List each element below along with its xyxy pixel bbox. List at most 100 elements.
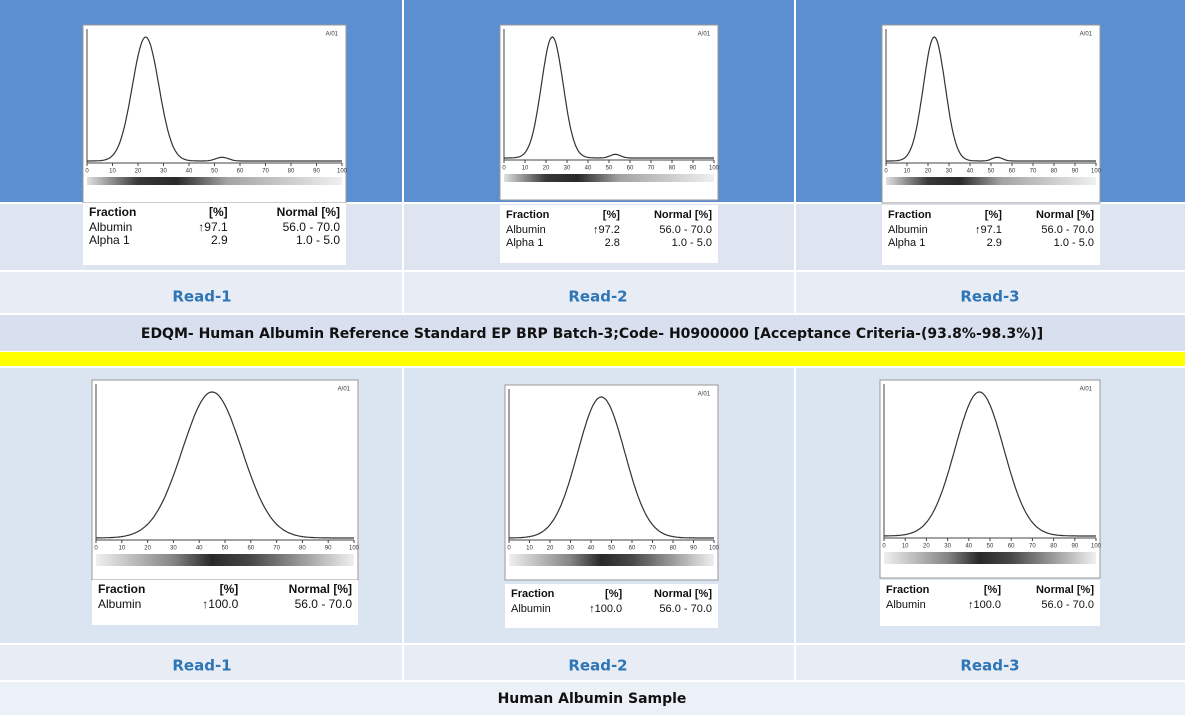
tick-label: 30 [564, 166, 571, 172]
table-cell: 56.0 - 70.0 [1041, 599, 1094, 611]
tick-label: 50 [608, 546, 615, 552]
tick-label: 80 [669, 166, 676, 172]
tick-label: 60 [627, 166, 634, 172]
gel-band [96, 554, 354, 566]
table-cell: ↑100.0 [202, 597, 238, 611]
tick-label: 90 [690, 166, 697, 172]
read-label: Read-3 [960, 288, 1019, 306]
tick-label: 40 [585, 166, 592, 172]
tick-label: 40 [967, 169, 974, 175]
tick-label: 30 [170, 546, 177, 552]
tick-label: 30 [946, 169, 953, 175]
tick-label: 20 [144, 546, 151, 552]
tick-label: 60 [1009, 169, 1016, 175]
panel-tag: A/01 [698, 32, 711, 38]
read-label: Read-2 [568, 657, 627, 675]
tick-label: 80 [670, 546, 677, 552]
table-cell: Albumin [89, 220, 132, 234]
tick-label: 30 [160, 169, 167, 175]
tick-label: 60 [629, 546, 636, 552]
table-cell: 2.9 [987, 237, 1002, 249]
table-header: Fraction [888, 209, 932, 221]
separator [0, 352, 1185, 366]
tick-label: 70 [1029, 544, 1036, 550]
table-header: Fraction [98, 582, 145, 596]
table-cell: 1.0 - 5.0 [672, 237, 712, 249]
table-header: Normal [%] [1036, 209, 1094, 221]
tick-label: 20 [925, 169, 932, 175]
scan-image [882, 25, 1100, 203]
tick-label: 60 [237, 169, 244, 175]
table-cell: Alpha 1 [506, 237, 543, 249]
table-header: Fraction [886, 584, 930, 596]
table-cell: ↑100.0 [968, 599, 1001, 611]
tick-label: 90 [690, 546, 697, 552]
table-cell: 1.0 - 5.0 [296, 233, 340, 247]
table-cell: ↑97.1 [975, 224, 1002, 236]
tick-label: 10 [118, 546, 125, 552]
table-cell: 56.0 - 70.0 [295, 597, 353, 611]
table-cell: ↑97.2 [593, 224, 620, 236]
tick-label: 50 [606, 166, 613, 172]
table-header: [%] [605, 588, 622, 600]
tick-label: 80 [288, 169, 295, 175]
table-header: [%] [985, 209, 1002, 221]
tick-label: 20 [923, 544, 930, 550]
table-header: Normal [%] [654, 209, 712, 221]
tick-label: 50 [211, 169, 218, 175]
table-header: Normal [%] [1036, 584, 1094, 596]
table-cell: ↑100.0 [589, 603, 622, 615]
tick-label: 100 [337, 169, 348, 175]
tick-label: 70 [262, 169, 269, 175]
tick-label: 90 [325, 546, 332, 552]
tick-label: 80 [1051, 169, 1058, 175]
gel-band [886, 177, 1096, 185]
table-header: [%] [220, 582, 239, 596]
table-cell: 56.0 - 70.0 [659, 603, 712, 615]
panel-tag: A/01 [698, 392, 711, 398]
tick-label: 100 [709, 166, 720, 172]
tick-label: 50 [222, 546, 229, 552]
read-label: Read-1 [172, 288, 231, 306]
caption: Human Albumin Sample [498, 691, 687, 707]
table-cell: Albumin [888, 224, 928, 236]
table-header: Normal [%] [289, 582, 352, 596]
scan-image [83, 25, 346, 203]
tick-label: 10 [902, 544, 909, 550]
table-cell: Albumin [506, 224, 546, 236]
panel-tag: A/01 [326, 32, 339, 38]
tick-label: 50 [987, 544, 994, 550]
tick-label: 10 [109, 169, 116, 175]
table-cell: Albumin [98, 597, 141, 611]
tick-label: 90 [1072, 169, 1079, 175]
table-header: [%] [984, 584, 1001, 596]
table-cell: 56.0 - 70.0 [283, 220, 341, 234]
table-cell: 56.0 - 70.0 [659, 224, 712, 236]
tick-label: 100 [709, 546, 720, 552]
gel-band [504, 174, 714, 182]
tick-label: 70 [273, 546, 280, 552]
table-header: Fraction [511, 588, 555, 600]
table-header: Fraction [506, 209, 550, 221]
table-cell: 2.8 [605, 237, 620, 249]
tick-label: 60 [247, 546, 254, 552]
table-header: [%] [603, 209, 620, 221]
panel-tag: A/01 [338, 387, 351, 393]
table-cell: Albumin [511, 603, 551, 615]
tick-label: 90 [313, 169, 320, 175]
tick-label: 30 [944, 544, 951, 550]
table-cell: 56.0 - 70.0 [1041, 224, 1094, 236]
table-cell: Albumin [886, 599, 926, 611]
table-cell: Alpha 1 [89, 233, 130, 247]
tick-label: 70 [1030, 169, 1037, 175]
caption: EDQM- Human Albumin Reference Standard E… [141, 326, 1043, 342]
tick-label: 20 [543, 166, 550, 172]
table-header: [%] [209, 205, 228, 219]
read-label: Read-3 [960, 657, 1019, 675]
table-header: Fraction [89, 205, 136, 219]
tick-label: 60 [1008, 544, 1015, 550]
table-cell: 1.0 - 5.0 [1054, 237, 1094, 249]
tick-label: 100 [1091, 544, 1102, 550]
gel-band [87, 177, 342, 185]
tick-label: 70 [649, 546, 656, 552]
